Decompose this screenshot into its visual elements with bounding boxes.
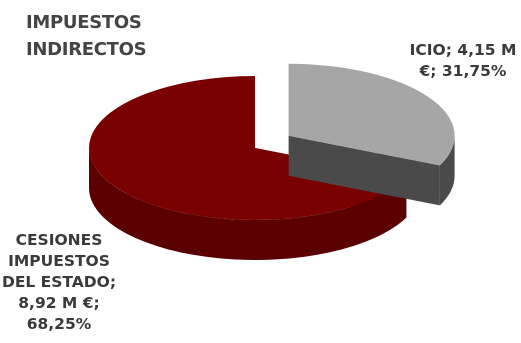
slice-label-cesiones-line-2: IMPUESTOS xyxy=(8,252,110,270)
slice-top-cesiones xyxy=(88,76,407,221)
slice-label-icio-line-1: ICIO; 4,15 M xyxy=(409,41,517,59)
slice-cut-icio-1 xyxy=(288,135,440,206)
slice-label-cesiones-line-1: CESIONES xyxy=(15,231,103,249)
slice-label-cesiones: CESIONES IMPUESTOS DEL ESTADO; 8,92 M €;… xyxy=(0,230,118,335)
slice-side-icio-0 xyxy=(439,135,455,206)
slice-label-cesiones-line-4: 8,92 M €; xyxy=(18,294,100,312)
chart-title-line-1: IMPUESTOS xyxy=(26,12,142,33)
slice-label-icio: ICIO; 4,15 M €; 31,75% xyxy=(404,40,521,82)
slice-side-cesiones-0 xyxy=(89,148,407,261)
slice-label-cesiones-line-3: DEL ESTADO; xyxy=(1,273,117,291)
slice-top-icio xyxy=(288,63,455,166)
chart-title: IMPUESTOS INDIRECTOS xyxy=(26,9,186,63)
slice-label-icio-line-2: €; 31,75% xyxy=(419,62,507,80)
slice-label-cesiones-line-5: 68,25% xyxy=(26,315,92,333)
chart-title-line-2: INDIRECTOS xyxy=(26,39,147,60)
